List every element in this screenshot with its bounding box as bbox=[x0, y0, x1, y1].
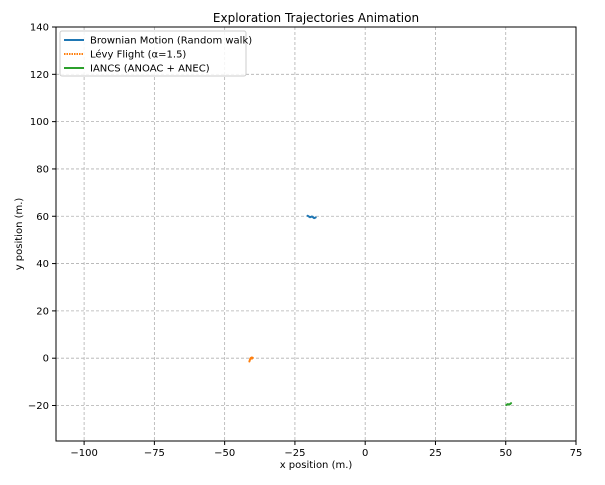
series-line-brownian bbox=[306, 214, 317, 220]
series-lines bbox=[248, 214, 513, 407]
legend-box bbox=[59, 30, 247, 77]
legend-label-brownian: Brownian Motion (Random walk) bbox=[90, 36, 252, 47]
legend-label-iancs: IANCS (ANOAC + ANEC) bbox=[90, 64, 210, 75]
x-tick-label: −100 bbox=[70, 448, 97, 459]
y-tick-label: 120 bbox=[30, 70, 49, 81]
axis-ticks: −100 −75 −50 −25 0 25 50 75 −20 0 20 40 60 80 100 120 14… bbox=[28, 23, 582, 460]
y-tick-label: 0 bbox=[43, 354, 49, 365]
x-tick-label: 75 bbox=[570, 448, 583, 459]
y-tick-label: 100 bbox=[30, 117, 49, 128]
x-axis-label: x position (m.) bbox=[280, 460, 353, 471]
x-tick-label: −25 bbox=[284, 448, 305, 459]
y-axis-label: y position (m.) bbox=[14, 198, 25, 271]
x-tick-label: −75 bbox=[144, 448, 165, 459]
y-tick-label: 80 bbox=[36, 164, 49, 175]
legend-label-levy: Lévy Flight (α=1.5) bbox=[90, 49, 186, 61]
y-tick-label: 40 bbox=[36, 259, 49, 270]
y-tick-label: 140 bbox=[30, 23, 49, 34]
legend: Brownian Motion (Random walk) Lévy Fligh… bbox=[59, 30, 252, 77]
plot-area-frame bbox=[55, 26, 577, 442]
series-line-iancs bbox=[505, 402, 513, 407]
grid bbox=[56, 26, 577, 441]
x-tick-label: 25 bbox=[429, 448, 442, 459]
chart-title: Exploration Trajectories Animation bbox=[213, 11, 419, 25]
y-tick-label: −20 bbox=[28, 401, 49, 412]
series-line-levy bbox=[248, 356, 254, 363]
y-tick-label: 20 bbox=[36, 306, 49, 317]
y-tick-label: 60 bbox=[36, 212, 49, 223]
x-tick-label: −50 bbox=[214, 448, 235, 459]
x-tick-label: 50 bbox=[499, 448, 512, 459]
x-tick-label: 0 bbox=[362, 448, 368, 459]
